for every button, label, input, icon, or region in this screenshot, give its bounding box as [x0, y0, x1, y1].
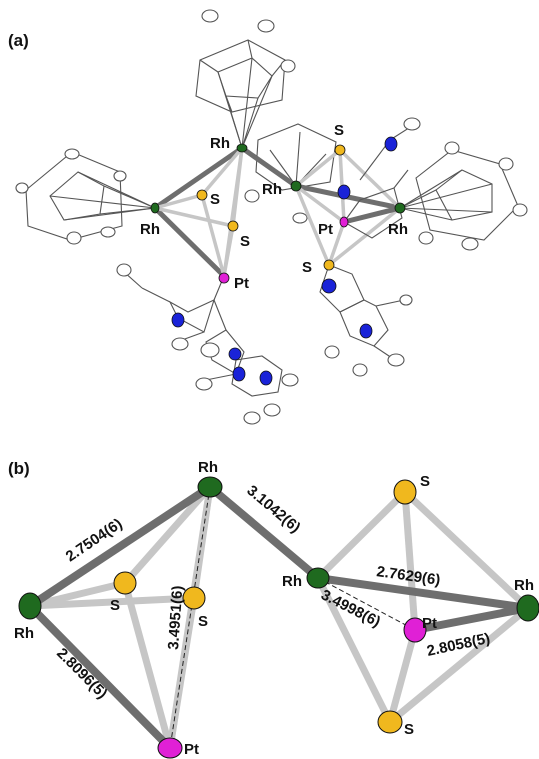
distance-rh-pt-right-dashed: 3.4998(6)	[318, 586, 383, 630]
label-rh-top-b: Rh	[198, 459, 218, 476]
cp-star-ligand-middle	[244, 123, 337, 224]
s-atom-left-lower-b	[182, 586, 206, 610]
distance-rh-rh-left: 2.7504(6)	[63, 515, 126, 565]
label-rh-top-a: Rh	[210, 135, 230, 152]
label-rh-mid-b: Rh	[282, 573, 302, 590]
label-s-right-top-b: S	[420, 473, 430, 490]
cp-star-ligand-left	[15, 148, 156, 245]
label-pt-left-a: Pt	[234, 275, 249, 292]
s-atom-left-upper-b	[113, 571, 137, 595]
label-pt-left-b: Pt	[184, 741, 199, 758]
label-rh-mid-a: Rh	[262, 181, 282, 198]
s-atom-right-top-a	[334, 144, 346, 156]
panel-a-core-bonds	[153, 145, 402, 278]
label-s-right-bottom-b: S	[404, 721, 414, 738]
panel-b-dark-bonds	[27, 483, 529, 751]
panel-b-label: (b)	[8, 459, 30, 478]
label-rh-left-a: Rh	[140, 221, 160, 238]
distance-rh-rh-bridge: 3.1042(6)	[243, 482, 303, 536]
nhc-ligand-left	[116, 263, 299, 425]
label-s-lower-a: S	[240, 233, 250, 250]
label-rh-right-a: Rh	[388, 221, 408, 238]
s-atom-upper-a	[196, 189, 208, 201]
s-atom-right-bottom-b	[377, 710, 403, 734]
label-s-left-upper-b: S	[110, 597, 120, 614]
label-pt-right-a: Pt	[318, 221, 333, 238]
rh-atom-left-a	[150, 202, 160, 214]
label-s-right-top-a: S	[334, 122, 344, 139]
pt-atom-left-b	[157, 737, 183, 759]
label-rh-left-b: Rh	[14, 625, 34, 642]
s-atom-lower-a	[227, 220, 239, 232]
pt-atom-left-a	[218, 272, 230, 284]
rh-atom-mid-b	[306, 567, 330, 589]
rh-atom-mid-a	[290, 180, 302, 192]
rh-atom-top-b	[197, 476, 223, 498]
label-rh-right-b: Rh	[514, 577, 534, 594]
distance-rh-pt-right: 2.8058(5)	[425, 630, 491, 660]
rh-atom-right-a	[394, 202, 406, 214]
s-atom-right-bottom-a	[323, 259, 335, 271]
distance-rh-pt-left-dashed: 3.4951(6)	[165, 585, 186, 650]
label-pt-right-b: Pt	[422, 615, 437, 632]
dashed-contact-right	[317, 577, 416, 631]
panel-b-atoms	[18, 476, 539, 759]
label-s-right-bottom-a: S	[302, 259, 312, 276]
panel-b: (b)	[8, 459, 539, 759]
panel-a-atoms	[150, 143, 406, 284]
rh-atom-top-a	[236, 143, 248, 153]
panel-a: (a)	[8, 9, 528, 425]
nhc-ligand-right	[319, 117, 421, 377]
label-s-upper-a: S	[210, 191, 220, 208]
rh-atom-left-b	[18, 592, 42, 620]
s-atom-right-top-b	[393, 479, 417, 505]
dashed-contact-left	[169, 486, 211, 749]
panel-a-label: (a)	[8, 31, 29, 50]
rh-atom-right-b	[516, 594, 539, 622]
cp-star-ligand-top	[195, 9, 296, 149]
pt-atom-right-b	[403, 617, 427, 643]
label-s-left-lower-b: S	[198, 613, 208, 630]
cp-star-ligand-right	[399, 141, 528, 251]
pt-atom-right-a	[339, 216, 349, 228]
